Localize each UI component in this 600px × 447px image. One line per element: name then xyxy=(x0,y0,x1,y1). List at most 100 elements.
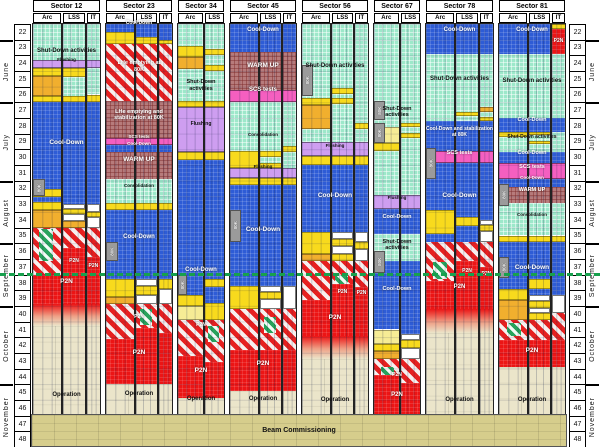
segment-yl xyxy=(374,343,399,352)
segment-scs xyxy=(528,163,550,180)
segment-yl xyxy=(204,100,224,108)
segment-scs xyxy=(479,150,493,164)
week-cell-26: 26 xyxy=(569,86,586,104)
segment-sd xyxy=(204,55,224,65)
segment-wu xyxy=(135,152,157,180)
segment-cd xyxy=(374,208,399,234)
segment-yl xyxy=(400,132,420,138)
column-header-it: IT xyxy=(158,13,172,23)
segment-op xyxy=(479,332,493,415)
segment-yl xyxy=(106,31,134,45)
segment-cd xyxy=(528,152,550,164)
segment-cd xyxy=(282,185,296,286)
segment-or xyxy=(33,76,62,97)
segment-sd xyxy=(528,135,550,141)
week-cell-35: 35 xyxy=(569,227,586,245)
segment-scs xyxy=(106,138,134,145)
segment-scs xyxy=(135,138,157,145)
week-cell-35: 35 xyxy=(14,227,31,245)
month-cell-october: October xyxy=(0,306,13,384)
segment-wu xyxy=(528,186,550,203)
week-cell-42: 42 xyxy=(14,337,31,354)
segment-p2n xyxy=(230,349,258,391)
segment-yl xyxy=(158,279,172,289)
segment-cd xyxy=(528,118,550,133)
segment-or xyxy=(33,210,62,228)
segment-cd xyxy=(426,233,455,242)
segment-cd xyxy=(479,163,493,220)
segment-scs xyxy=(230,89,258,103)
segment-scs xyxy=(282,89,296,103)
overlay-label: 80K xyxy=(233,221,239,231)
month-cell-september: September xyxy=(0,243,13,306)
overlay-80k-block: 80K xyxy=(499,257,509,278)
segment-cd xyxy=(426,24,455,54)
column-body-arc: 80K 80K 80K xyxy=(373,23,400,447)
segment-op xyxy=(456,332,478,415)
segment-yl xyxy=(230,285,258,310)
segment-cd xyxy=(551,179,565,187)
overlay-green-hatch xyxy=(39,229,54,261)
segment-yl xyxy=(178,152,203,161)
segment-p2n xyxy=(33,274,62,305)
segment-yl xyxy=(158,202,172,211)
week-cell-28: 28 xyxy=(569,118,586,135)
segment-yl xyxy=(354,156,368,165)
segment-op xyxy=(63,326,85,415)
segment-wh xyxy=(331,246,353,254)
segment-rh xyxy=(302,260,330,300)
overlay-green-hatch xyxy=(264,316,276,333)
column-header-it: IT xyxy=(86,13,100,23)
segment-wh xyxy=(354,232,368,242)
segment-cd xyxy=(374,260,399,330)
segment-wh xyxy=(259,298,281,310)
segment-op xyxy=(331,359,353,415)
segment-or xyxy=(302,105,330,129)
overlay-80k-block: 80K xyxy=(33,179,45,197)
segment-or xyxy=(106,296,134,305)
segment-yl xyxy=(63,67,85,78)
segment-p2n: P2N xyxy=(63,248,85,274)
sector-sector-56: Sector 56 Arc 80K LSS P2N IT P2N Shut-Down acti… xyxy=(301,0,369,447)
week-cell-42: 42 xyxy=(569,337,586,354)
segment-wu xyxy=(158,152,172,180)
week-cell-41: 41 xyxy=(14,321,31,339)
overlay-label: 80K xyxy=(501,190,507,199)
column-header-it: IT xyxy=(551,13,565,23)
week-cell-29: 29 xyxy=(569,133,586,151)
segment-lhe xyxy=(158,100,172,139)
segment-yl xyxy=(178,100,203,108)
segment-yl xyxy=(499,288,527,300)
segment-yl xyxy=(63,208,85,215)
segment-cd xyxy=(158,210,172,280)
month-label: October xyxy=(589,330,596,363)
segment-sd xyxy=(528,143,550,153)
segment-wh xyxy=(354,248,368,261)
segment-fade xyxy=(33,304,62,327)
segment-p2n xyxy=(158,332,172,385)
segment-sd xyxy=(400,127,420,133)
segment-p2n: P2N xyxy=(354,287,368,300)
segment-scs xyxy=(158,138,172,145)
segment-cd xyxy=(282,24,296,53)
segment-sd xyxy=(528,202,550,236)
segment-sd xyxy=(551,132,565,153)
segment-sd xyxy=(551,202,565,236)
sector-title: Sector 67 xyxy=(374,0,420,12)
segment-scs xyxy=(551,163,565,180)
segment-cd xyxy=(106,24,134,32)
segment-p2n xyxy=(354,299,368,336)
segment-yl xyxy=(259,162,281,169)
column-body-lss: P2N xyxy=(455,23,479,447)
week-cell-38: 38 xyxy=(14,274,31,292)
segment-cd xyxy=(400,260,420,335)
segment-sd xyxy=(106,179,134,203)
overlay-green-hatch xyxy=(433,262,448,280)
week-cell-27: 27 xyxy=(14,102,31,119)
column-header-arc: Arc xyxy=(33,13,62,23)
segment-cd xyxy=(499,241,527,289)
segment-yl xyxy=(86,94,100,102)
segment-p2n: P2N xyxy=(331,284,353,300)
segment-rh xyxy=(282,309,296,350)
segment-sd xyxy=(400,24,420,123)
